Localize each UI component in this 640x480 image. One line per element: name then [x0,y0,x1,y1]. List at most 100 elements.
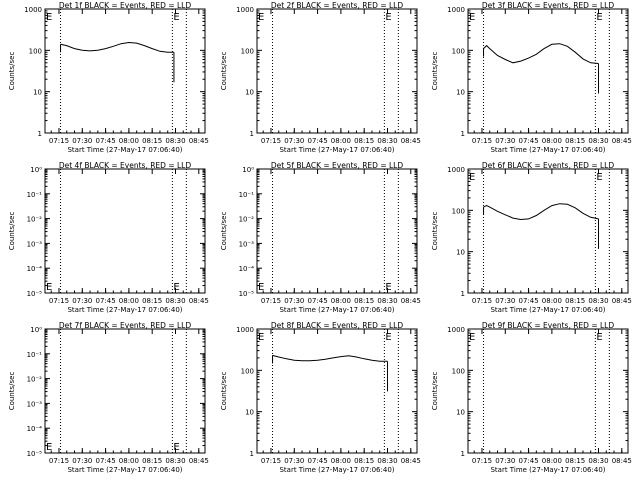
x-tick-label: 08:30 [588,457,608,465]
detector-panel-5: Det 5f BLACK = Events, RED = LLD10⁻⁵10⁻⁴… [220,161,421,314]
x-tick-label: 08:15 [354,297,374,305]
event-marker-label: E [258,12,264,23]
y-tick-label: 1 [38,130,42,138]
y-axis-label: Counts/sec [431,372,439,411]
event-marker-label: E [46,282,52,293]
x-tick-label: 07:30 [72,137,92,145]
plot-frame [468,329,628,453]
y-tick-label: 100 [29,47,42,55]
x-axis-label: Start Time (27-May-17 07:06:40) [279,146,394,154]
x-tick-label: 08:00 [119,137,139,145]
y-tick-label: 10⁻⁴ [27,265,43,273]
events-series-line [273,355,388,361]
y-tick-label: 10 [456,409,465,417]
x-tick-label: 07:45 [307,297,327,305]
plot-frame [45,329,205,453]
x-tick-label: 08:15 [565,457,585,465]
y-tick-label: 100 [452,47,465,55]
y-tick-label: 1 [250,130,254,138]
y-tick-label: 10⁻³ [27,240,43,248]
x-tick-label: 07:15 [261,137,281,145]
x-tick-label: 08:45 [612,457,632,465]
event-marker-label: E [596,332,602,343]
y-tick-label: 100 [241,367,254,375]
detector-panel-8: Det 8f BLACK = Events, RED = LLD11010010… [220,321,421,474]
event-marker-label: E [258,332,264,343]
y-tick-label: 10⁰ [242,166,254,174]
event-marker-label: E [173,282,179,293]
y-tick-label: 10⁰ [30,326,42,334]
detector-panel-2: Det 2f BLACK = Events, RED = LLD11010010… [220,1,421,154]
x-tick-label: 08:30 [377,457,397,465]
x-tick-label: 07:45 [95,137,115,145]
y-tick-label: 10⁻³ [239,240,255,248]
event-marker-label: E [173,442,179,453]
x-tick-label: 08:00 [331,297,351,305]
y-tick-label: 10⁻¹ [239,191,255,199]
x-tick-label: 08:45 [612,297,632,305]
detector-panel-7: Det 7f BLACK = Events, RED = LLD10⁻⁵10⁻⁴… [8,321,209,474]
x-tick-label: 08:15 [565,297,585,305]
y-tick-label: 10 [456,89,465,97]
x-tick-label: 07:45 [95,297,115,305]
y-axis-label: Counts/sec [220,372,228,411]
x-axis-label: Start Time (27-May-17 07:06:40) [279,466,394,474]
y-tick-label: 10 [456,249,465,257]
x-axis-label: Start Time (27-May-17 07:06:40) [67,466,182,474]
y-tick-label: 10⁻⁵ [239,290,255,298]
event-marker-label: E [46,442,52,453]
x-tick-label: 08:30 [377,137,397,145]
x-tick-label: 08:15 [142,457,162,465]
x-axis-label: Start Time (27-May-17 07:06:40) [67,146,182,154]
x-tick-label: 07:30 [284,297,304,305]
x-tick-label: 08:45 [612,137,632,145]
y-axis-label: Counts/sec [8,52,16,91]
y-tick-label: 10⁻¹ [27,191,43,199]
x-tick-label: 08:30 [165,457,185,465]
x-tick-label: 07:30 [495,457,515,465]
x-tick-label: 07:45 [307,137,327,145]
x-tick-label: 08:30 [165,137,185,145]
x-tick-label: 07:30 [495,297,515,305]
x-tick-label: 07:15 [49,137,69,145]
event-marker-label: E [385,12,391,23]
x-tick-label: 07:45 [518,457,538,465]
x-tick-label: 08:45 [189,137,209,145]
event-marker-label: E [173,12,179,23]
detector-panel-6: Det 6f BLACK = Events, RED = LLD11010010… [431,161,632,314]
x-axis-label: Start Time (27-May-17 07:06:40) [279,306,394,314]
x-tick-label: 08:15 [142,297,162,305]
x-tick-label: 07:30 [72,297,92,305]
x-tick-label: 07:45 [307,457,327,465]
plot-frame [257,329,417,453]
x-tick-label: 08:00 [331,457,351,465]
event-marker-label: E [46,12,52,23]
y-axis-label: Counts/sec [220,212,228,251]
x-tick-label: 07:15 [261,457,281,465]
events-series-line [61,43,174,53]
y-tick-label: 10⁻¹ [27,351,43,359]
plot-frame [257,169,417,293]
y-tick-label: 1 [250,450,254,458]
y-tick-label: 10 [245,409,254,417]
y-tick-label: 10⁻⁵ [27,290,43,298]
x-tick-label: 08:15 [354,457,374,465]
x-tick-label: 08:45 [189,457,209,465]
event-marker-label: E [469,12,475,23]
y-tick-label: 10⁻² [239,216,255,224]
x-tick-label: 07:15 [49,297,69,305]
y-tick-label: 1 [461,290,465,298]
y-tick-label: 10⁻² [27,216,43,224]
events-series-line [484,204,599,220]
plot-frame [257,9,417,133]
y-axis-label: Counts/sec [431,52,439,91]
y-tick-label: 1000 [236,326,254,334]
x-tick-label: 08:00 [542,137,562,145]
y-axis-label: Counts/sec [431,212,439,251]
x-tick-label: 08:30 [588,297,608,305]
y-tick-label: 1000 [447,166,465,174]
y-tick-label: 10⁻⁵ [27,450,43,458]
x-tick-label: 08:45 [401,457,421,465]
x-tick-label: 07:45 [518,297,538,305]
